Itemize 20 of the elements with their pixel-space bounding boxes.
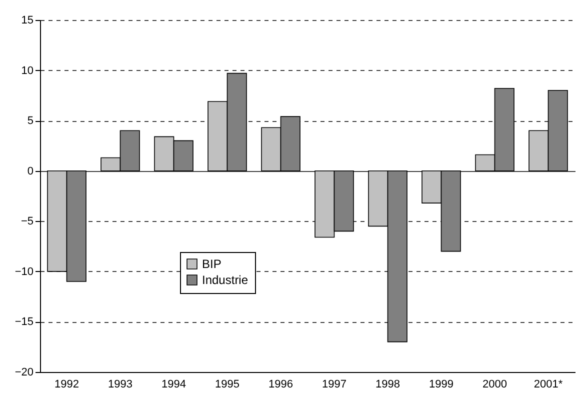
x-tick-label: 2001* — [534, 378, 564, 390]
x-tick-label: 1992 — [54, 378, 79, 390]
y-tick-label: 15 — [21, 14, 34, 26]
y-tick-label: −5 — [20, 216, 34, 228]
x-tick-label: 1998 — [376, 378, 400, 390]
y-tick-label: 5 — [27, 115, 34, 128]
x-tick-label: 1994 — [162, 378, 186, 390]
legend-label: BIP — [202, 257, 222, 271]
x-tick-label: 1997 — [322, 378, 346, 390]
x-tick-label: 1996 — [268, 378, 293, 390]
x-tick-label: 1993 — [108, 378, 132, 390]
x-tick-label: 1999 — [429, 378, 454, 390]
x-tick-label: 1995 — [215, 378, 240, 390]
y-tick-label: −15 — [14, 316, 34, 328]
legend-label: Industrie — [202, 273, 248, 287]
y-tick-label: −20 — [14, 366, 34, 378]
y-tick-label: 0 — [27, 165, 34, 178]
y-tick-label: 10 — [21, 64, 34, 77]
y-tick-label: −10 — [14, 266, 34, 278]
x-tick-label: 2000 — [482, 378, 507, 390]
